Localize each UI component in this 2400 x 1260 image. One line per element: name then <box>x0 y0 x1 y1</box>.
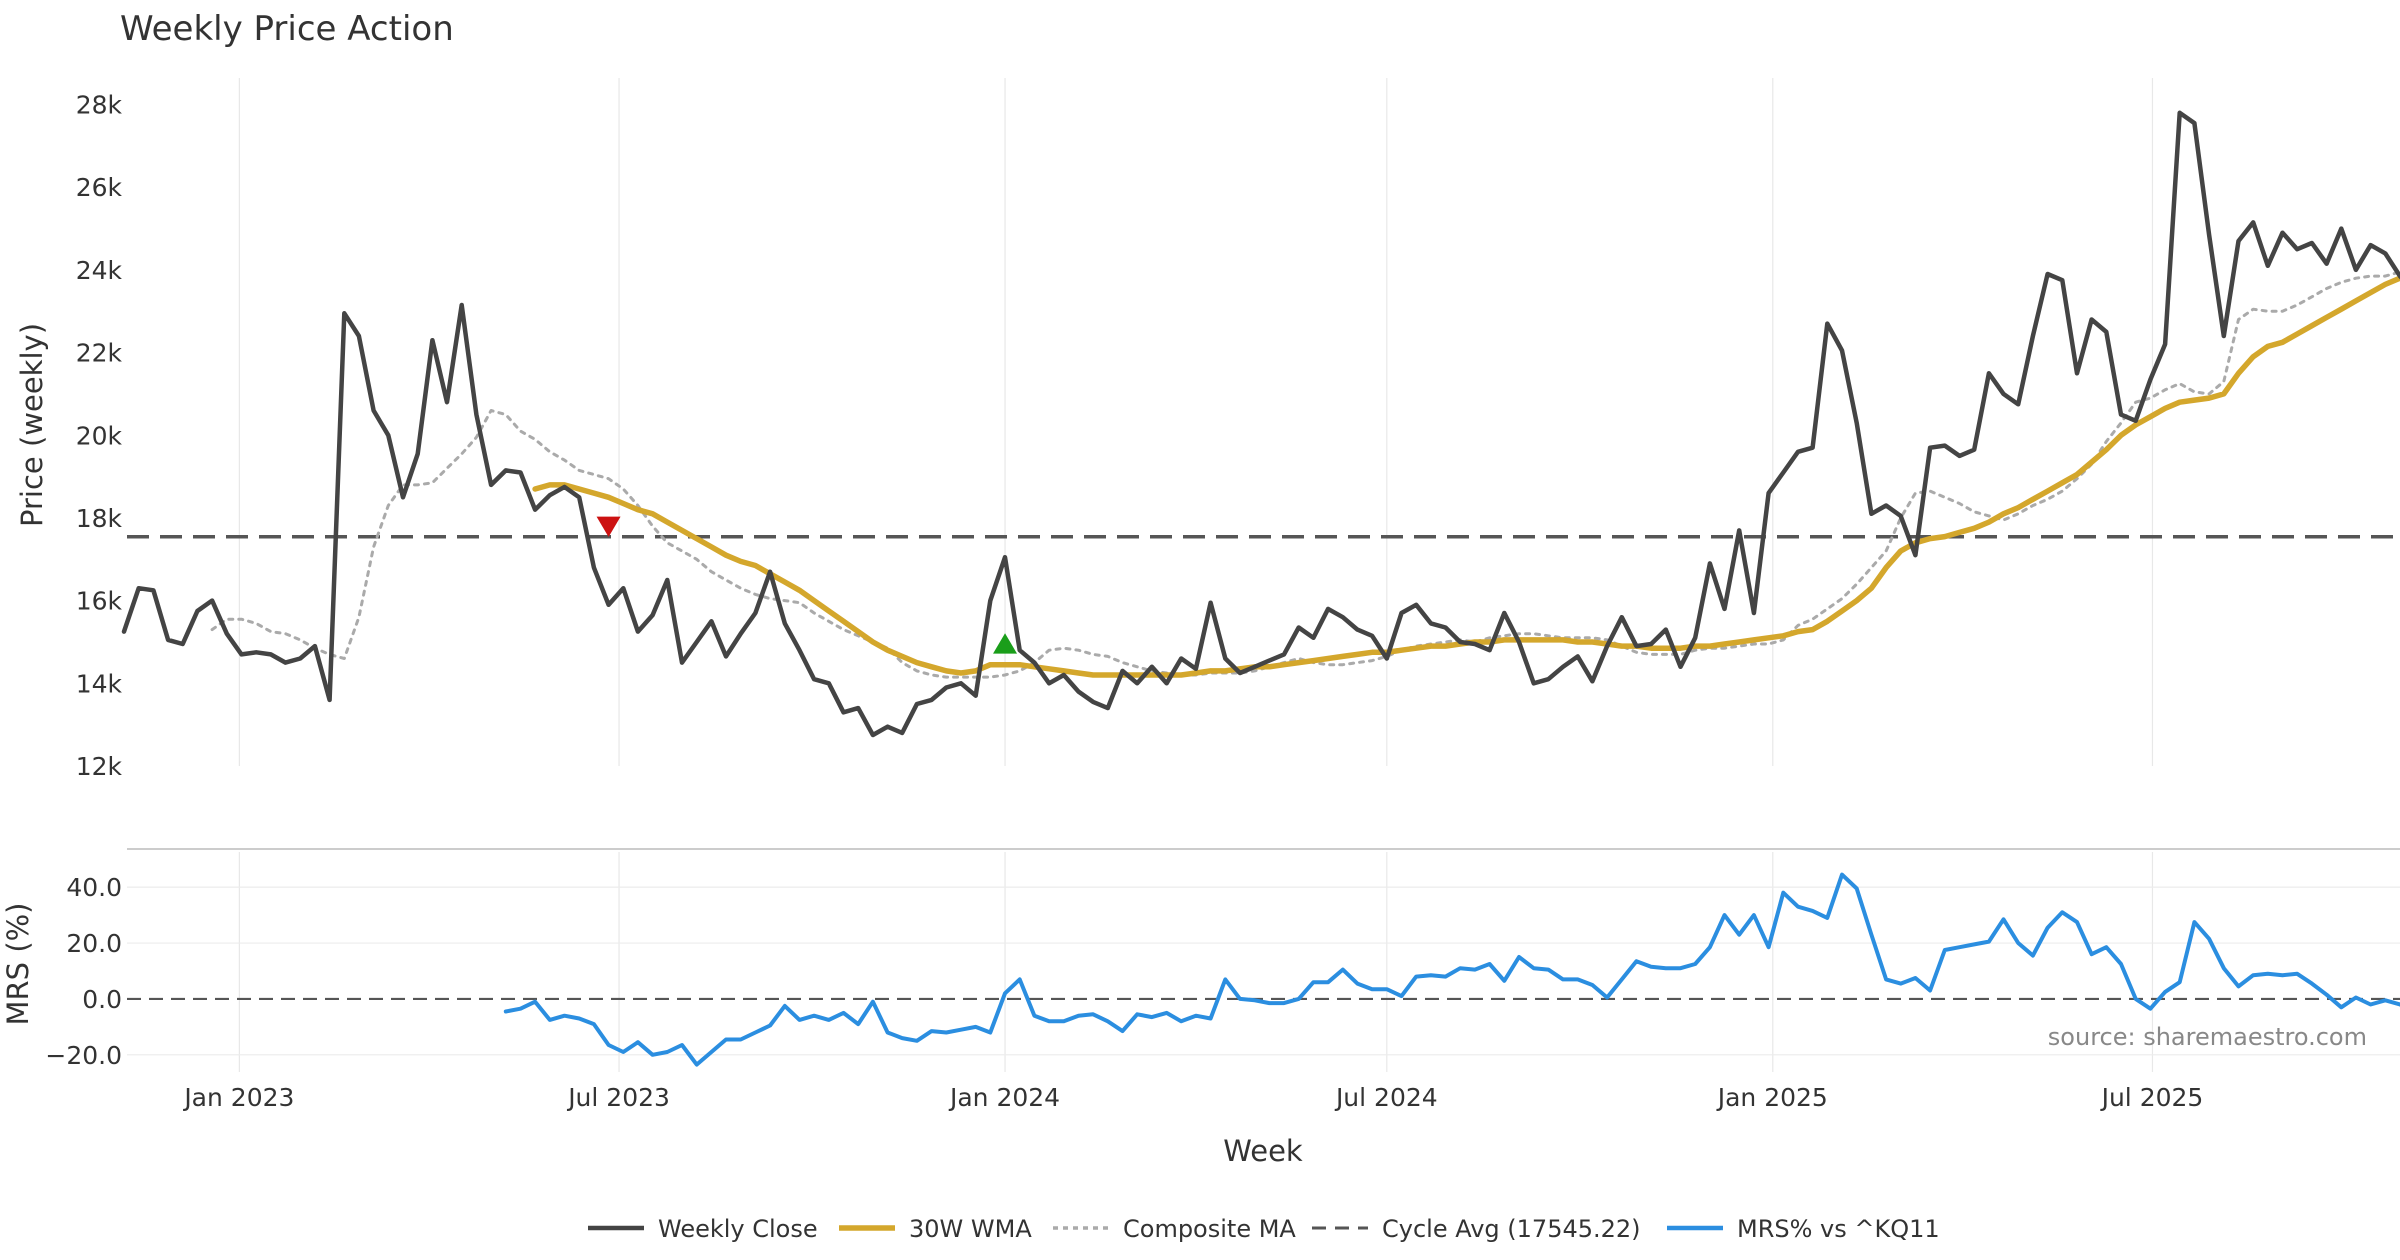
legend: Weekly Close 30W WMA Composite MA Cycle Avg… <box>588 1215 1940 1243</box>
source-note: source: sharemaestro.com <box>2048 1023 2367 1051</box>
price-y-tick-label: 24k <box>76 256 123 285</box>
mrs-y-axis: −20.0 0.0 20.0 40.0 <box>45 873 122 1070</box>
mrs-series-group <box>503 872 2400 1067</box>
mrs-y-tick-label: 20.0 <box>66 929 122 958</box>
price-y-tick-label: 14k <box>76 669 123 698</box>
price-y-tick-label: 18k <box>76 504 123 533</box>
legend-label: 30W WMA <box>909 1215 1032 1243</box>
x-tick-label: Jan 2025 <box>1716 1083 1828 1112</box>
price-series-group <box>121 110 2400 738</box>
x-tick-label: Jul 2025 <box>2100 1083 2204 1112</box>
mrs-y-tick-label: −20.0 <box>45 1041 122 1070</box>
chart-title: Weekly Price Action <box>120 9 454 49</box>
mrs-y-axis-label: MRS (%) <box>1 903 35 1026</box>
buy-signal-marker <box>993 633 1018 654</box>
price-y-tick-label: 12k <box>76 752 123 781</box>
legend-label: Weekly Close <box>658 1215 818 1243</box>
price-y-tick-label: 22k <box>76 339 123 368</box>
weekly-close-line <box>121 110 2400 738</box>
mrs-line <box>503 872 2400 1067</box>
price-y-tick-label: 26k <box>76 173 123 202</box>
sell-signal-marker <box>596 516 621 538</box>
x-tick-label: Jul 2023 <box>566 1083 670 1112</box>
wma-30w-line <box>532 275 2400 678</box>
mrs-y-tick-label: 40.0 <box>66 873 122 902</box>
x-axis-label: Week <box>1223 1134 1303 1168</box>
price-y-tick-label: 20k <box>76 421 123 450</box>
price-y-tick-label: 16k <box>76 587 123 616</box>
legend-label: Cycle Avg (17545.22) <box>1382 1215 1641 1243</box>
price-y-tick-label: 28k <box>76 91 123 120</box>
mrs-y-tick-label: 0.0 <box>82 985 122 1014</box>
legend-label: Composite MA <box>1123 1215 1296 1243</box>
x-axis: Jan 2023 Jul 2023 Jan 2024 Jul 2024 Jan 2025… <box>182 1083 2203 1112</box>
price-y-axis: 12k 14k 16k 18k 20k 22k 24k 26k 28k <box>76 91 123 781</box>
price-y-axis-label: Price (weekly) <box>15 323 49 527</box>
legend-label: MRS% vs ^KQ11 <box>1737 1215 1940 1243</box>
signal-markers <box>596 516 1018 654</box>
x-tick-label: Jan 2024 <box>948 1083 1060 1112</box>
x-tick-label: Jan 2023 <box>182 1083 294 1112</box>
mrs-panel-grid <box>127 852 2400 1072</box>
x-tick-label: Jul 2024 <box>1334 1083 1438 1112</box>
